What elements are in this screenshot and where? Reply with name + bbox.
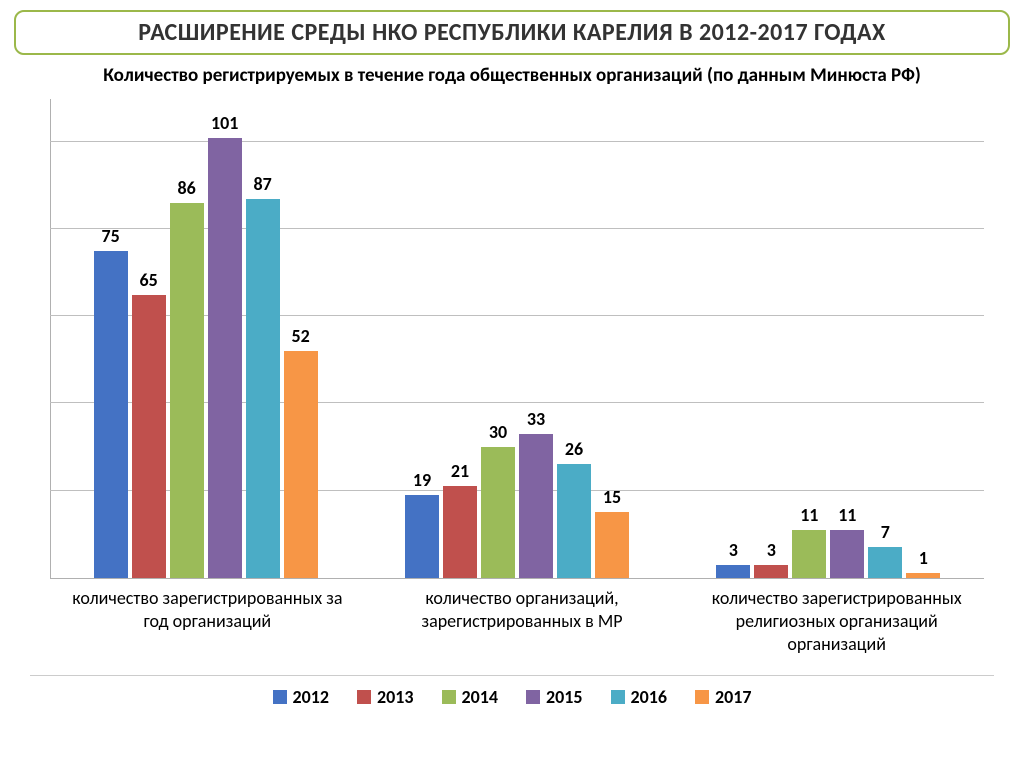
bar: 52	[284, 351, 318, 577]
title-box: РАСШИРЕНИЕ СРЕДЫ НКО РЕСПУБЛИКИ КАРЕЛИЯ …	[14, 10, 1010, 55]
bar: 15	[595, 512, 629, 577]
legend: 2012 2013 2014 2015 2016 2017	[30, 675, 994, 708]
bar: 1	[906, 573, 940, 577]
bar-rect	[94, 251, 128, 578]
bar-value-label: 3	[767, 539, 776, 561]
bar: 3	[754, 565, 788, 578]
bar-value-label: 15	[603, 486, 621, 508]
legend-label: 2017	[715, 686, 752, 708]
bar-value-label: 11	[800, 504, 818, 526]
bar-rect	[443, 486, 477, 577]
bar-rect	[557, 464, 591, 577]
bar-rect	[405, 495, 439, 578]
bar-rect	[284, 351, 318, 577]
bar: 11	[792, 530, 826, 578]
bar-group: 33111171	[673, 99, 984, 578]
legend-label: 2016	[631, 686, 668, 708]
bar-value-label: 26	[565, 438, 583, 460]
legend-label: 2015	[546, 686, 583, 708]
bar-value-label: 65	[140, 269, 158, 291]
bar-rect	[170, 203, 204, 577]
bar-value-label: 87	[254, 173, 272, 195]
bar-group: 7565861018752	[50, 99, 361, 578]
legend-item: 2016	[611, 686, 668, 708]
legend-item: 2014	[442, 686, 499, 708]
legend-item: 2012	[273, 686, 330, 708]
bars-row: 756586101875219213033261533111171	[50, 99, 984, 578]
legend-swatch	[695, 690, 709, 704]
subtitle: Количество регистрируемых в течение года…	[60, 63, 964, 89]
page-title: РАСШИРЕНИЕ СРЕДЫ НКО РЕСПУБЛИКИ КАРЕЛИЯ …	[28, 18, 996, 47]
bar-value-label: 1	[919, 547, 928, 569]
bar-rect	[595, 512, 629, 577]
bar-rect	[246, 199, 280, 578]
bar-rect	[754, 565, 788, 578]
bar-rect	[716, 565, 750, 578]
bar-value-label: 33	[527, 408, 545, 430]
legend-swatch	[526, 690, 540, 704]
legend-label: 2013	[377, 686, 414, 708]
bar-rect	[208, 138, 242, 578]
bar-value-label: 19	[413, 469, 431, 491]
bar-rect	[481, 447, 515, 578]
bar-rect	[906, 573, 940, 577]
plot-area: 756586101875219213033261533111171	[50, 99, 984, 579]
bar: 19	[405, 495, 439, 578]
bar: 33	[519, 434, 553, 578]
bar-value-label: 75	[102, 225, 120, 247]
category-labels: количество зарегистрированных за год орг…	[50, 587, 994, 657]
bar-group: 192130332615	[361, 99, 672, 578]
chart: 756586101875219213033261533111171	[30, 99, 994, 579]
bar: 26	[557, 464, 591, 577]
bar-value-label: 7	[881, 521, 890, 543]
bar: 11	[830, 530, 864, 578]
bar-rect	[868, 547, 902, 577]
bar: 3	[716, 565, 750, 578]
bar-rect	[792, 530, 826, 578]
bar: 21	[443, 486, 477, 577]
bar: 30	[481, 447, 515, 578]
category-label: количество зарегистрированных за год орг…	[50, 587, 365, 657]
bar: 7	[868, 547, 902, 577]
category-label: количество организаций, зарегистрированн…	[365, 587, 680, 657]
legend-swatch	[273, 690, 287, 704]
legend-item: 2013	[357, 686, 414, 708]
category-label: количество зарегистрированных религиозны…	[679, 587, 994, 657]
bar-value-label: 21	[451, 460, 469, 482]
bar: 75	[94, 251, 128, 578]
bar: 101	[208, 138, 242, 578]
legend-label: 2012	[293, 686, 330, 708]
bar-rect	[830, 530, 864, 578]
bar: 65	[132, 295, 166, 578]
legend-item: 2015	[526, 686, 583, 708]
legend-swatch	[357, 690, 371, 704]
bar-value-label: 86	[178, 177, 196, 199]
bar: 87	[246, 199, 280, 578]
bar-value-label: 11	[838, 504, 856, 526]
legend-swatch	[442, 690, 456, 704]
bar-rect	[132, 295, 166, 578]
legend-label: 2014	[462, 686, 499, 708]
legend-item: 2017	[695, 686, 752, 708]
bar-value-label: 52	[292, 325, 310, 347]
bar-rect	[519, 434, 553, 578]
bar: 86	[170, 203, 204, 577]
bar-value-label: 101	[211, 112, 238, 134]
bar-value-label: 3	[729, 539, 738, 561]
bar-value-label: 30	[489, 421, 507, 443]
legend-swatch	[611, 690, 625, 704]
